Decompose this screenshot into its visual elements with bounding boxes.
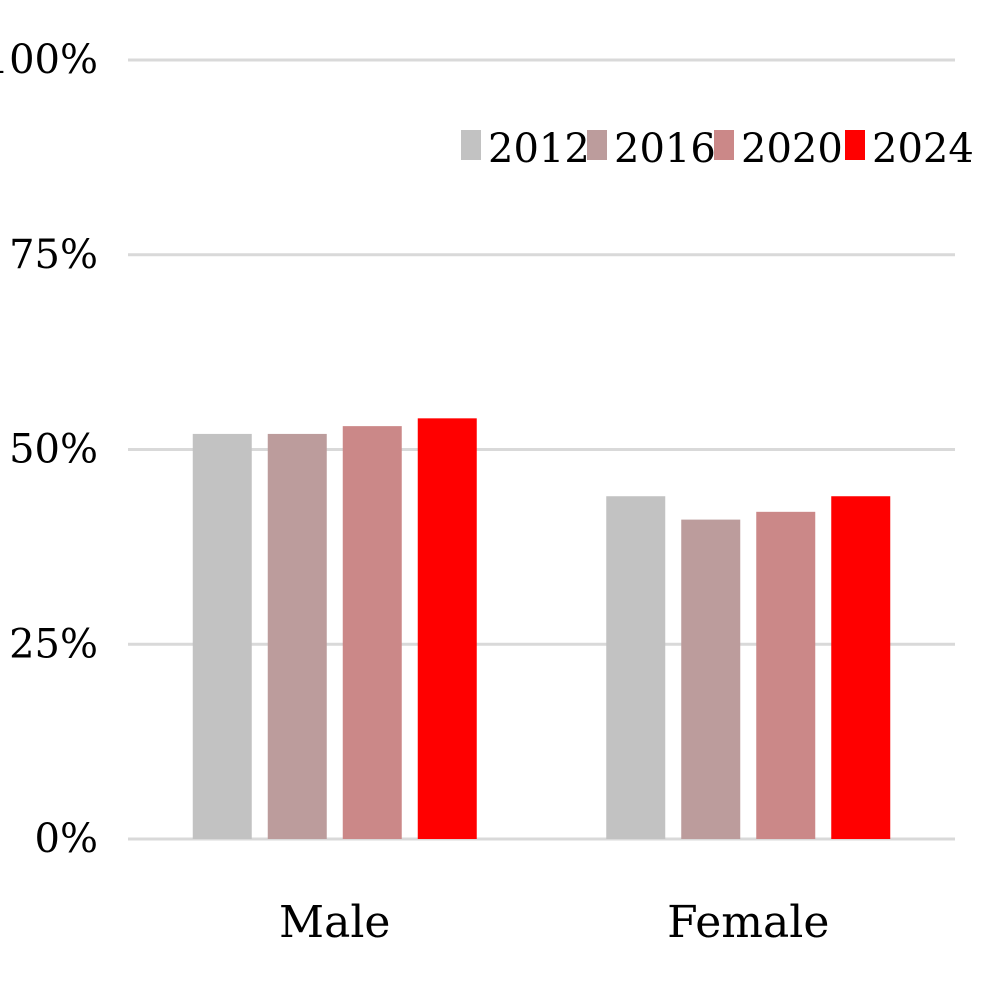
y-tick-label: 50% xyxy=(9,427,98,473)
legend-swatch-2016 xyxy=(587,130,607,160)
bars xyxy=(192,418,891,839)
bar-male-2024 xyxy=(417,418,477,839)
y-tick-label: 75% xyxy=(9,232,98,278)
legend-swatch-2024 xyxy=(845,130,865,160)
bar-male-2012 xyxy=(192,433,252,839)
legend-label: 2024 xyxy=(872,126,974,172)
y-tick-label: 25% xyxy=(9,621,98,667)
bar-female-2020 xyxy=(756,511,816,839)
legend-swatch-2012 xyxy=(461,130,481,160)
legend-label: 2012 xyxy=(488,126,590,172)
legend: 2012 2016 2020 2024 xyxy=(461,126,974,172)
legend-label: 2020 xyxy=(741,126,843,172)
x-category-label: Male xyxy=(279,897,390,948)
bar-female-2016 xyxy=(681,519,741,839)
bar-female-2012 xyxy=(606,496,666,839)
bar-male-2020 xyxy=(342,426,402,839)
bar-male-2016 xyxy=(267,433,327,839)
bar-female-2024 xyxy=(831,496,891,839)
gridlines xyxy=(128,58,955,841)
x-category-label: Female xyxy=(667,897,829,948)
legend-swatch-2020 xyxy=(714,130,734,160)
legend-label: 2016 xyxy=(614,126,716,172)
y-tick-label: 100% xyxy=(0,37,98,83)
x-axis-category-labels: Male Female xyxy=(279,897,829,948)
y-tick-label: 0% xyxy=(35,816,98,862)
y-axis-tick-labels: 0% 25% 50% 75% 100% xyxy=(0,37,98,862)
